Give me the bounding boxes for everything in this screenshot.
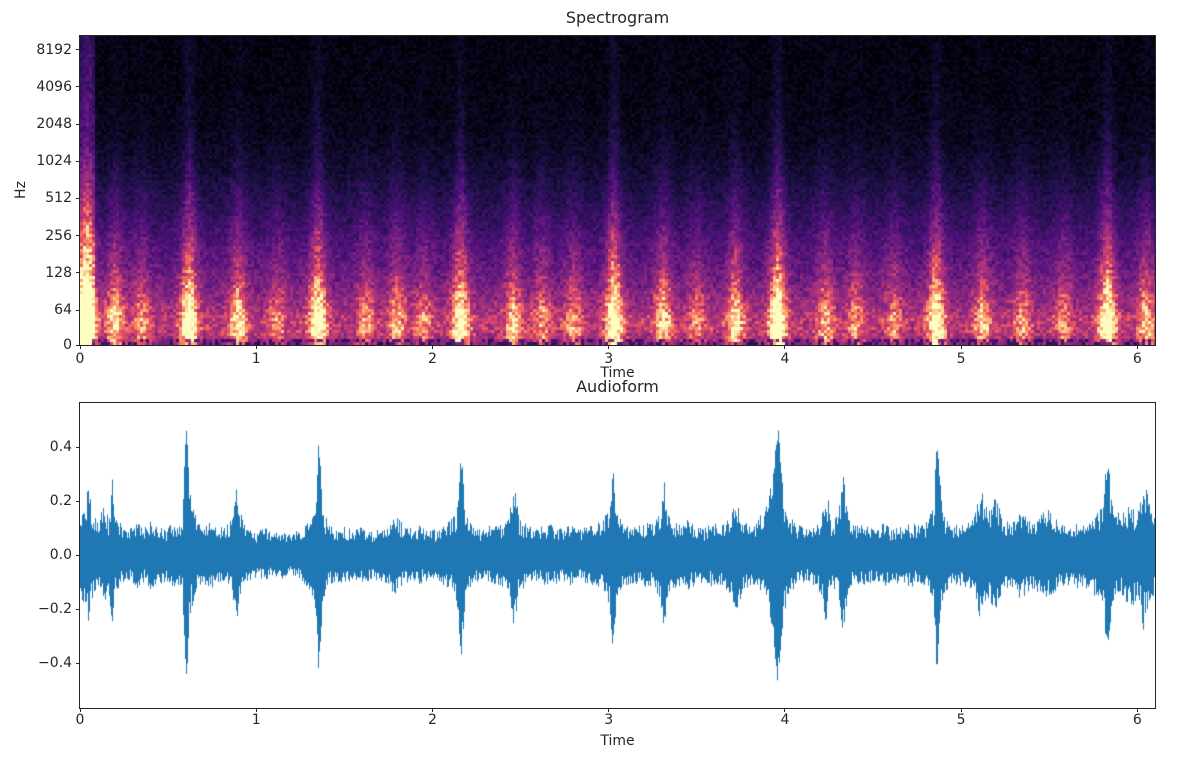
spectrogram-y-tick-mark [76,344,80,346]
audioform-x-tick-mark [608,708,610,712]
spectrogram-y-tick-label: 2048 [36,116,72,132]
spectrogram-y-tick-mark [76,272,80,274]
spectrogram-x-tick-label: 0 [75,351,85,367]
audioform-y-tick-mark [76,500,80,502]
audioform-waveform [79,402,1156,709]
spectrogram-x-tick-label: 5 [956,351,966,367]
spectrogram-x-tick-mark [960,345,962,349]
spectrogram-y-tick-label: 256 [45,227,72,244]
audioform-x-tick-label: 3 [604,712,614,728]
audioform-y-tick-mark [76,554,80,556]
audioform-title: Audioform [576,377,659,396]
audioform-y-tick-label: −0.2 [38,601,72,617]
spectrogram-y-tick-mark [76,197,80,199]
spectrogram-x-tick-mark [608,345,610,349]
spectrogram-y-tick-mark [76,49,80,51]
spectrogram-x-tick-mark [784,345,786,349]
spectrogram-x-tick-label: 6 [1132,351,1142,367]
audioform-x-tick-mark [1136,708,1138,712]
spectrogram-x-axis-label: Time [600,365,635,381]
audioform-y-tick-label: −0.4 [38,655,72,671]
spectrogram-y-tick-label: 512 [45,190,72,207]
spectrogram-y-tick-label: 1024 [36,153,72,170]
spectrogram-y-tick-mark [76,86,80,88]
spectrogram-x-tick-label: 1 [251,351,261,367]
spectrogram-y-tick-label: 0 [63,337,72,353]
spectrogram-x-tick-mark [431,345,433,349]
spectrogram-y-tick-label: 128 [45,264,72,281]
spectrogram-x-tick-label: 2 [427,351,437,367]
spectrogram-y-tick-mark [76,123,80,125]
spectrogram-y-tick-mark [76,235,80,237]
spectrogram-title: Spectrogram [565,8,670,27]
spectrogram-x-tick-label: 4 [780,351,790,367]
audioform-y-tick-label: 0.2 [49,493,72,509]
spectrogram-x-tick-mark [1136,345,1138,349]
spectrogram-y-tick-mark [76,160,80,162]
audioform-y-tick-label: 0.0 [49,547,72,563]
audioform-x-tick-label: 6 [1132,712,1142,728]
spectrogram-y-tick-label: 64 [54,302,72,318]
audioform-x-tick-mark [960,708,962,712]
audioform-x-tick-label: 1 [251,712,261,728]
spectrogram-image [79,35,1156,346]
audioform-x-tick-label: 4 [780,712,790,728]
audioform-x-tick-mark [431,708,433,712]
spectrogram-x-tick-label: 3 [604,351,614,367]
audioform-y-tick-label: 0.4 [49,439,72,455]
spectrogram-y-tick-mark [76,309,80,311]
spectrogram-x-tick-mark [255,345,257,349]
audioform-y-tick-mark [76,608,80,610]
audioform-x-tick-label: 0 [75,712,85,728]
audioform-x-tick-mark [79,708,81,712]
audioform-y-tick-mark [76,662,80,664]
spectrogram-y-tick-label: 4096 [36,78,72,95]
spectrogram-x-tick-mark [79,345,81,349]
spectrogram-y-tick-label: 8192 [36,41,72,58]
audioform-x-axis-label: Time [600,733,635,749]
audioform-y-tick-mark [76,446,80,448]
audioform-x-tick-label: 5 [956,712,966,728]
audioform-x-tick-label: 2 [427,712,437,728]
audioform-x-tick-mark [255,708,257,712]
audioform-x-tick-mark [784,708,786,712]
